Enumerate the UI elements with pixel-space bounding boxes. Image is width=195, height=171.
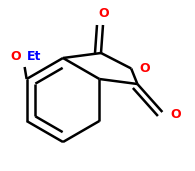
Text: O: O [99,7,109,20]
Text: O: O [139,62,150,75]
Text: O: O [170,109,181,122]
Text: O: O [10,50,21,63]
Text: Et: Et [27,50,41,63]
